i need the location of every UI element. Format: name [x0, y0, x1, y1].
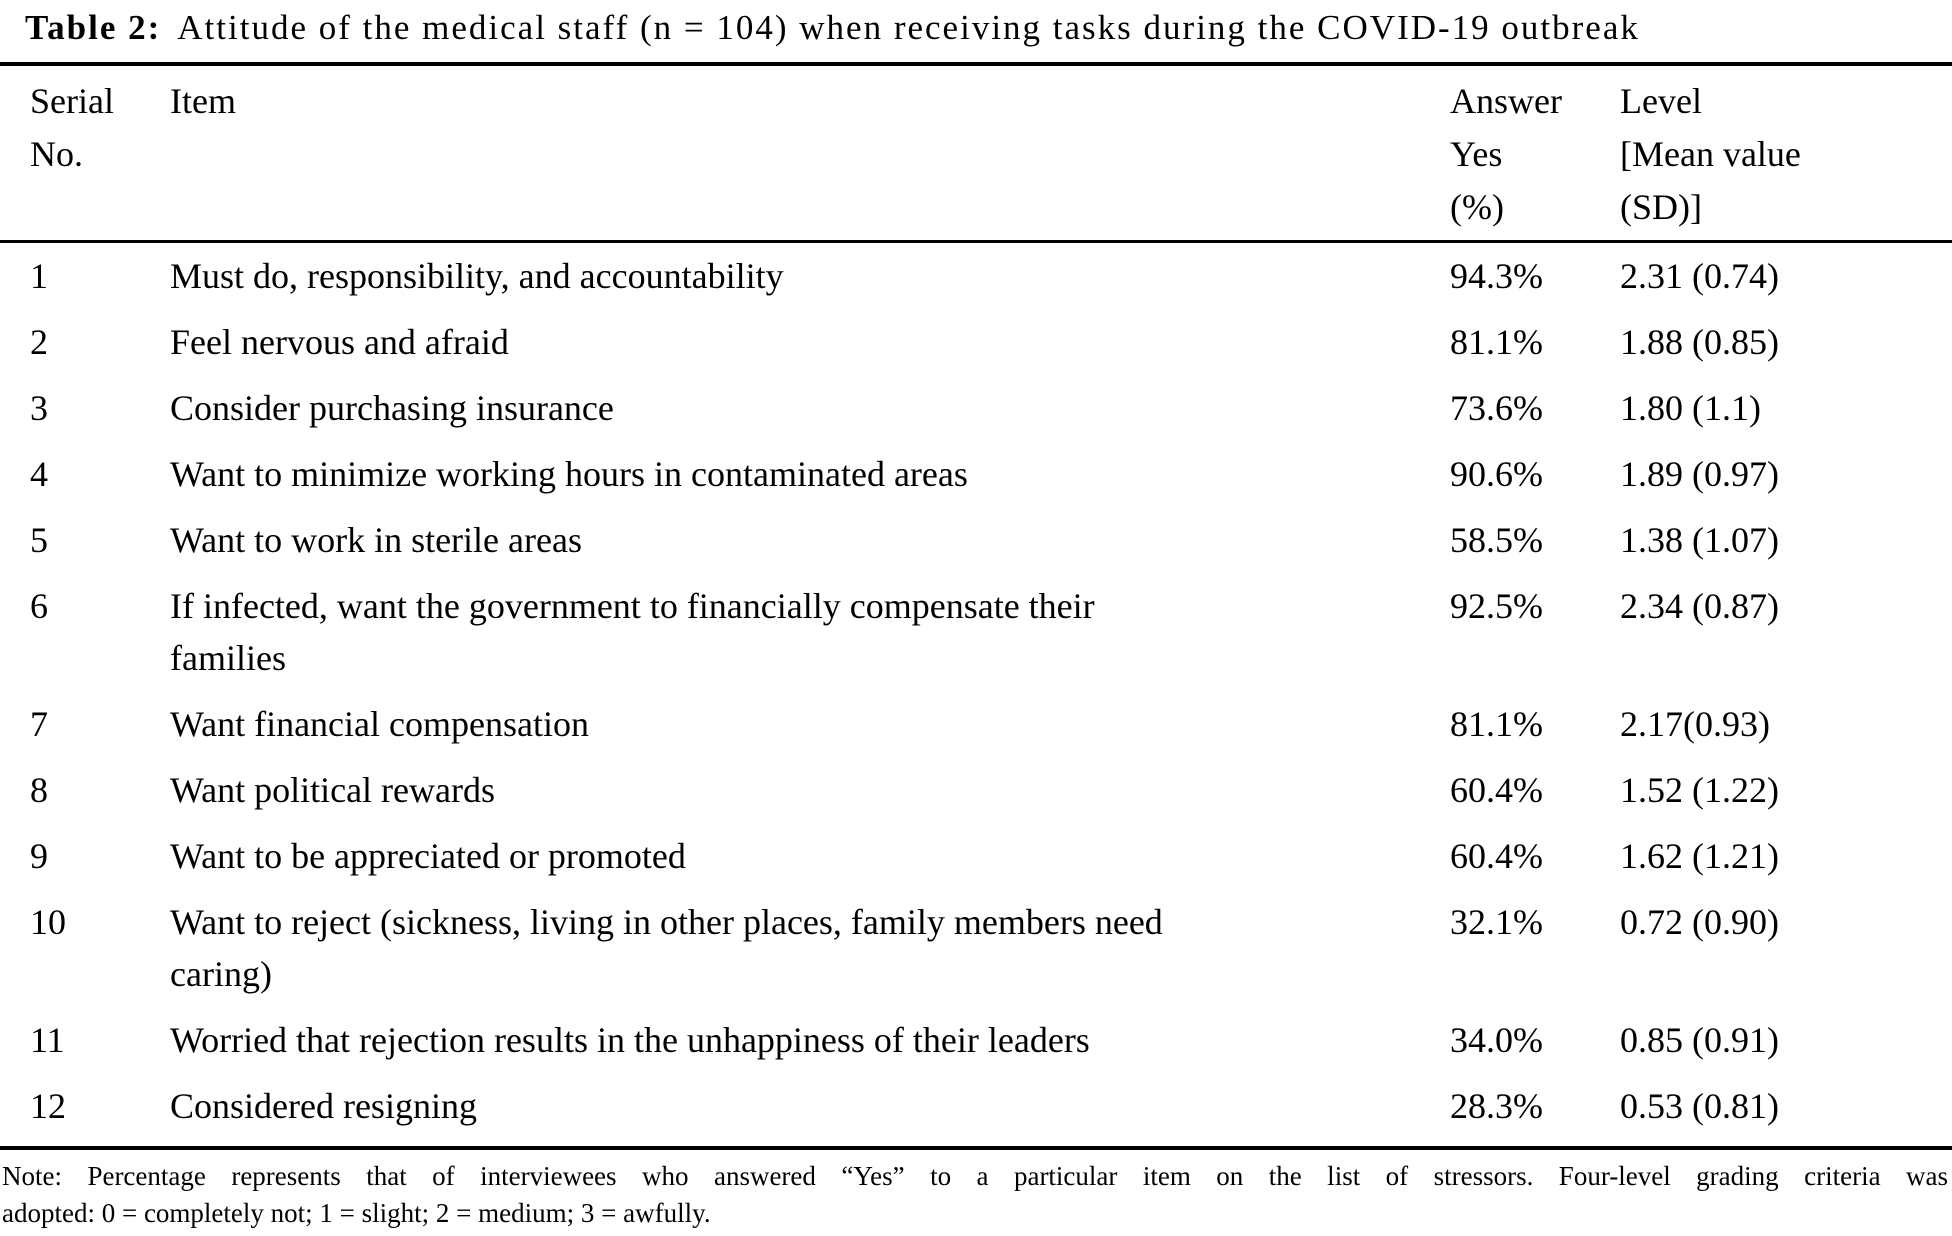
row-level-mean-sd: 1.38 (1.07) — [1620, 520, 1779, 560]
table-footnote: Note: Percentage represents that of inte… — [0, 1150, 1952, 1232]
table-row: 2 Feel nervous and afraid 81.1% 1.88 (0.… — [25, 316, 1952, 382]
row-serial-no: 10 — [30, 902, 66, 942]
row-answer-yes-pct: 73.6% — [1450, 388, 1543, 428]
column-header-answer-yes-pct: Answer Yes (%) — [1450, 81, 1562, 227]
row-level-mean-sd: 1.62 (1.21) — [1620, 836, 1779, 876]
row-answer-yes-pct: 34.0% — [1450, 1020, 1543, 1060]
row-serial-no: 12 — [30, 1086, 66, 1126]
row-level-mean-sd: 0.72 (0.90) — [1620, 902, 1779, 942]
table-row: 5 Want to work in sterile areas 58.5% 1.… — [25, 514, 1952, 580]
table-row: 12 Considered resigning 28.3% 0.53 (0.81… — [25, 1080, 1952, 1146]
row-serial-no: 11 — [30, 1020, 65, 1060]
row-item-text: Want financial compensation — [170, 704, 589, 744]
row-serial-no: 1 — [30, 256, 48, 296]
row-item-text: Want to be appreciated or promoted — [170, 836, 686, 876]
table-title: Table 2: Attitude of the medical staff (n… — [0, 0, 1952, 49]
row-serial-no: 8 — [30, 770, 48, 810]
row-level-mean-sd: 1.80 (1.1) — [1620, 388, 1761, 428]
row-level-mean-sd: 2.34 (0.87) — [1620, 586, 1779, 626]
row-level-mean-sd: 1.89 (0.97) — [1620, 454, 1779, 494]
row-serial-no: 3 — [30, 388, 48, 428]
row-item-text: Want to work in sterile areas — [170, 520, 582, 560]
table-row: 11 Worried that rejection results in the… — [25, 1014, 1952, 1080]
row-serial-no: 4 — [30, 454, 48, 494]
table-caption: Attitude of the medical staff (n = 104) … — [177, 8, 1640, 47]
table-row: 10 Want to reject (sickness, living in o… — [25, 896, 1952, 1014]
row-answer-yes-pct: 60.4% — [1450, 836, 1543, 876]
table-row: 3 Consider purchasing insurance 73.6% 1.… — [25, 382, 1952, 448]
column-header-serial-no: Serial No. — [30, 81, 114, 174]
table-label: Table 2: — [25, 8, 162, 47]
table-header-row: Serial No. Item Answer Yes (%) Level [Me… — [0, 66, 1952, 240]
row-answer-yes-pct: 60.4% — [1450, 770, 1543, 810]
row-item-text: Considered resigning — [170, 1086, 477, 1126]
row-item-text: Must do, responsibility, and accountabil… — [170, 256, 784, 296]
row-answer-yes-pct: 92.5% — [1450, 586, 1543, 626]
table-row: 8 Want political rewards 60.4% 1.52 (1.2… — [25, 764, 1952, 830]
table-row: 7 Want financial compensation 81.1% 2.17… — [25, 698, 1952, 764]
row-answer-yes-pct: 90.6% — [1450, 454, 1543, 494]
footnote-line-1: Note: Percentage represents that of inte… — [2, 1161, 1948, 1191]
row-answer-yes-pct: 81.1% — [1450, 322, 1543, 362]
row-serial-no: 2 — [30, 322, 48, 362]
row-level-mean-sd: 2.17(0.93) — [1620, 704, 1770, 744]
row-answer-yes-pct: 58.5% — [1450, 520, 1543, 560]
row-serial-no: 6 — [30, 586, 48, 626]
table-row: 4 Want to minimize working hours in cont… — [25, 448, 1952, 514]
row-level-mean-sd: 1.88 (0.85) — [1620, 322, 1779, 362]
row-item-text: If infected, want the government to fina… — [170, 586, 1095, 678]
row-serial-no: 7 — [30, 704, 48, 744]
row-item-text: Worried that rejection results in the un… — [170, 1020, 1090, 1060]
bottom-rule — [0, 1146, 1952, 1150]
row-level-mean-sd: 0.85 (0.91) — [1620, 1020, 1779, 1060]
row-answer-yes-pct: 28.3% — [1450, 1086, 1543, 1126]
row-answer-yes-pct: 81.1% — [1450, 704, 1543, 744]
column-header-level-mean-sd: Level [Mean value (SD)] — [1620, 81, 1801, 227]
table-row: 1 Must do, responsibility, and accountab… — [25, 250, 1952, 316]
table-body: 1 Must do, responsibility, and accountab… — [0, 243, 1952, 1146]
row-level-mean-sd: 0.53 (0.81) — [1620, 1086, 1779, 1126]
row-answer-yes-pct: 32.1% — [1450, 902, 1543, 942]
row-item-text: Consider purchasing insurance — [170, 388, 614, 428]
row-level-mean-sd: 2.31 (0.74) — [1620, 256, 1779, 296]
table-row: 9 Want to be appreciated or promoted 60.… — [25, 830, 1952, 896]
footnote-line-2: adopted: 0 = completely not; 1 = slight;… — [2, 1198, 711, 1228]
column-header-item: Item — [170, 81, 236, 121]
row-serial-no: 5 — [30, 520, 48, 560]
row-answer-yes-pct: 94.3% — [1450, 256, 1543, 296]
header-body-rule — [0, 240, 1952, 243]
table-row: 6 If infected, want the government to fi… — [25, 580, 1952, 698]
row-item-text: Want to reject (sickness, living in othe… — [170, 902, 1163, 994]
row-level-mean-sd: 1.52 (1.22) — [1620, 770, 1779, 810]
top-rule — [0, 62, 1952, 66]
row-item-text: Want political rewards — [170, 770, 495, 810]
row-item-text: Feel nervous and afraid — [170, 322, 509, 362]
row-serial-no: 9 — [30, 836, 48, 876]
row-item-text: Want to minimize working hours in contam… — [170, 454, 968, 494]
